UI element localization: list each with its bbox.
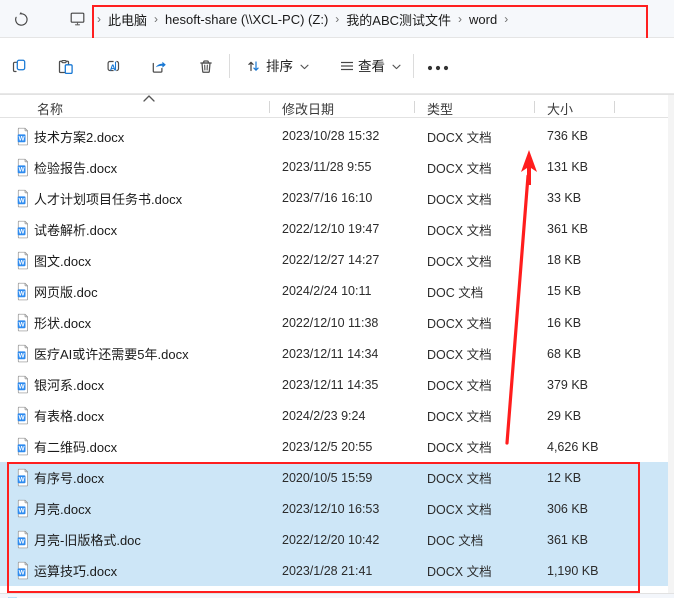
svg-text:W: W xyxy=(19,228,25,235)
svg-text:W: W xyxy=(19,446,25,453)
svg-text:W: W xyxy=(19,508,25,515)
svg-text:W: W xyxy=(19,352,25,359)
svg-text:W: W xyxy=(19,259,25,266)
svg-text:W: W xyxy=(19,383,25,390)
svg-text:W: W xyxy=(19,570,25,577)
svg-text:W: W xyxy=(19,321,25,328)
svg-text:W: W xyxy=(19,135,25,142)
svg-text:W: W xyxy=(19,290,25,297)
svg-text:W: W xyxy=(19,477,25,484)
svg-text:W: W xyxy=(19,415,25,422)
svg-text:W: W xyxy=(19,539,25,546)
svg-text:W: W xyxy=(19,166,25,173)
svg-text:W: W xyxy=(19,197,25,204)
svg-text:A: A xyxy=(110,62,116,72)
